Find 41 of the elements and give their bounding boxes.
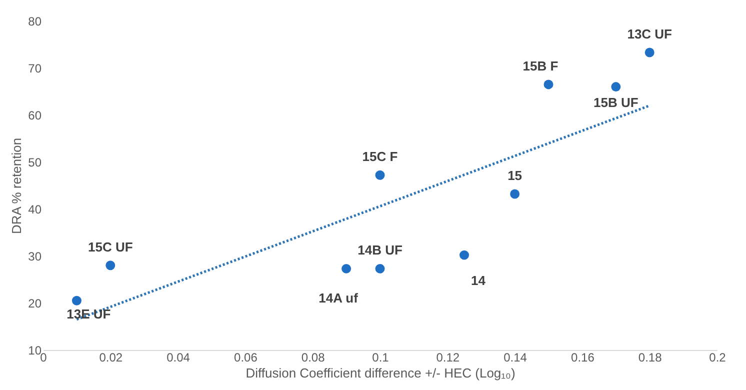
x-tick-label: 0.16 <box>571 350 595 364</box>
x-tick-label: 0.14 <box>504 350 528 364</box>
y-tick-label: 70 <box>28 62 42 76</box>
point <box>72 296 82 306</box>
x-tick-label: 0.08 <box>301 350 326 364</box>
point <box>544 80 554 90</box>
x-axis-title: Diffusion Coefficient difference +/- HEC (Log₁₀) <box>246 366 516 380</box>
y-tick-label: 40 <box>28 202 42 216</box>
y-tick-label: 30 <box>28 250 42 264</box>
y-tick-label: 60 <box>28 108 42 122</box>
y-tick-label: 80 <box>28 14 42 28</box>
point <box>510 189 520 199</box>
annotation: 15 <box>508 168 522 183</box>
y-tick-label: 10 <box>28 344 42 358</box>
point <box>375 264 385 274</box>
y-tick-label: 20 <box>28 296 42 310</box>
annotation: 15C UF <box>88 239 133 254</box>
annotation: 15B UF <box>594 94 638 110</box>
annotation: 14 <box>471 273 486 288</box>
annotation: 15C F <box>362 149 398 164</box>
x-tick-label: 0.2 <box>709 350 726 364</box>
point <box>644 48 654 58</box>
annotation: 15B F <box>522 58 558 74</box>
annotation: 14B UF <box>358 242 402 258</box>
x-tick-label: 0.04 <box>166 350 190 364</box>
x-tick-label: 0.1 <box>372 350 390 364</box>
x-tick-label: 0.18 <box>638 350 662 364</box>
point <box>342 264 352 274</box>
point <box>611 82 621 92</box>
annotation: 14A uf <box>318 290 359 306</box>
annotation: 13C UF <box>627 26 672 42</box>
y-tick-label: 50 <box>28 156 42 170</box>
x-tick-label: 0.12 <box>436 350 460 364</box>
point <box>106 260 116 270</box>
point <box>460 250 469 260</box>
y-axis-title: DRA % retention <box>9 138 24 234</box>
annotation: 13E UF <box>66 306 111 322</box>
x-tick-label: 0 <box>40 350 48 364</box>
point <box>375 170 385 180</box>
x-tick-label: 0.02 <box>99 350 123 364</box>
x-tick-label: 0.06 <box>234 350 258 364</box>
